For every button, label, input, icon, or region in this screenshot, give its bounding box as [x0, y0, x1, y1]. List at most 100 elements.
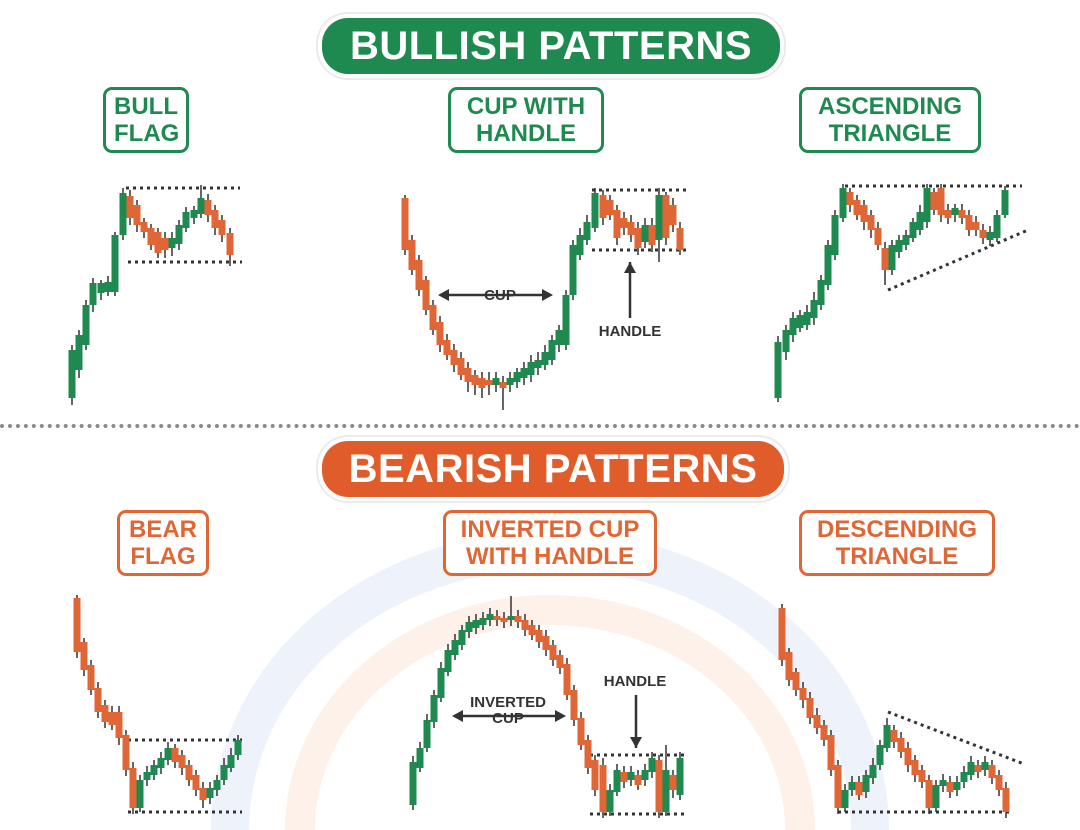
candle-down: [226, 233, 234, 255]
candle-up: [206, 788, 214, 798]
candle-down: [904, 748, 912, 765]
candle-down: [860, 205, 868, 222]
candle-down: [133, 205, 141, 225]
candle-up: [576, 235, 584, 255]
candle-up: [993, 215, 1001, 238]
candle-up: [967, 762, 975, 775]
candle-up: [627, 772, 635, 780]
section-divider: [0, 424, 1080, 428]
candle-down: [450, 350, 458, 365]
candle-up: [472, 620, 480, 628]
candle-down: [669, 775, 677, 790]
candle-down: [599, 765, 607, 812]
candle-up: [1001, 190, 1009, 215]
candle-down: [218, 220, 226, 235]
candle-down: [806, 698, 814, 718]
candle-down: [563, 664, 571, 695]
candle-down: [126, 196, 134, 218]
candle-up: [555, 330, 563, 345]
candle-down: [827, 735, 835, 770]
candle-down: [478, 378, 486, 388]
candle-down: [401, 198, 409, 250]
candle-up: [562, 295, 570, 345]
candle-down: [535, 630, 543, 642]
candle-up: [486, 614, 494, 620]
candle-up: [506, 378, 514, 385]
candle-up: [817, 280, 825, 305]
candle-down: [129, 768, 137, 808]
candle-down: [792, 672, 800, 690]
candle-up: [157, 758, 165, 768]
left-arrow-icon: [438, 289, 449, 301]
candle-up: [548, 340, 556, 360]
candle-up: [569, 245, 577, 295]
inverted-cup-label-line1: INVERTED CUP: [460, 516, 640, 543]
candle-down: [178, 755, 186, 768]
candle-up: [507, 616, 515, 620]
candle-down: [570, 690, 578, 720]
candle-up: [676, 758, 684, 795]
bull-flag-label-line1: BULL: [114, 93, 178, 120]
candle-up: [168, 238, 176, 248]
candle-up: [839, 188, 847, 218]
candle-up: [68, 350, 76, 398]
candle-up: [932, 785, 940, 808]
candle-down: [918, 770, 926, 782]
candle-down: [87, 665, 95, 690]
candle-up: [175, 225, 183, 244]
candle-up: [648, 758, 656, 772]
candle-down: [1002, 788, 1010, 812]
handle-annotation-bull: HANDLE: [598, 323, 662, 340]
candle-up: [479, 618, 487, 625]
candle-up: [150, 765, 158, 775]
candle-up: [951, 208, 959, 215]
cup-with-handle-label-line1: CUP WITH: [466, 93, 586, 120]
descending-triangle-label-line2: TRIANGLE: [835, 543, 959, 570]
bullish-patterns-banner: BULLISH PATTERNS: [322, 18, 780, 74]
candle-down: [161, 238, 169, 250]
candle-down: [944, 210, 952, 218]
candle-down: [73, 598, 81, 652]
candle-up: [220, 765, 228, 780]
candle-up: [451, 640, 459, 655]
candle-up: [876, 745, 884, 765]
candle-down: [94, 688, 102, 712]
watermark-arc-icon: [211, 531, 889, 830]
candle-up: [119, 193, 127, 235]
up-arrow-icon: [624, 262, 636, 273]
candle-down: [958, 210, 966, 218]
candle-down: [890, 730, 898, 742]
candle-up: [583, 222, 591, 240]
candle-down: [613, 210, 621, 238]
candle-down: [471, 375, 479, 385]
candle-up: [82, 305, 90, 345]
candle-down: [995, 775, 1003, 790]
candle-up: [534, 360, 542, 368]
candle-up: [960, 772, 968, 782]
candle-down: [122, 735, 130, 770]
candle-up: [591, 193, 599, 228]
candle-up: [97, 283, 105, 293]
candle-up: [89, 283, 97, 305]
candle-down: [634, 775, 642, 785]
candle-down: [140, 222, 148, 232]
candle-down: [147, 228, 155, 245]
inverted-cup-annotation-line2: CUP: [492, 710, 524, 727]
candle-down: [204, 200, 212, 215]
candle-down: [979, 230, 987, 238]
candle-up: [409, 762, 417, 805]
candle-down: [778, 608, 786, 660]
candle-down: [874, 228, 882, 245]
candle-down: [584, 740, 592, 768]
right-arrow-icon: [555, 710, 566, 722]
candle-down: [443, 340, 451, 355]
candle-up: [862, 775, 870, 792]
candle-up: [423, 720, 431, 748]
candle-up: [981, 762, 989, 770]
candle-down: [881, 248, 889, 270]
candle-up: [888, 245, 896, 270]
candle-down: [457, 358, 465, 375]
candle-up: [902, 235, 910, 245]
candle-up: [810, 300, 818, 318]
candle-down: [500, 618, 508, 622]
